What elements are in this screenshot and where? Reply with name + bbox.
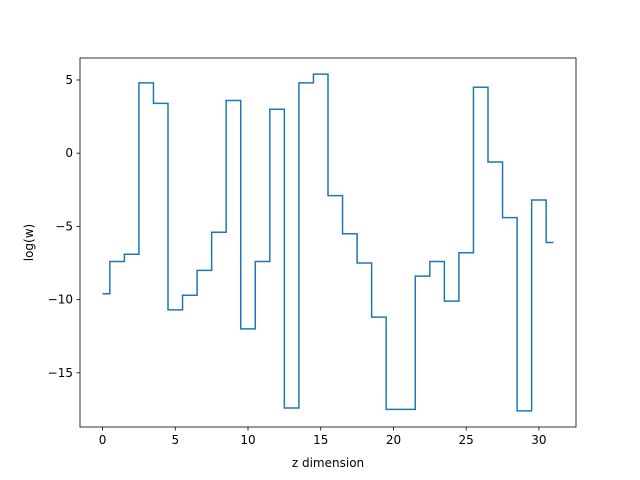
y-tick-label: 0 [65, 146, 73, 160]
x-tick-label: 0 [99, 433, 107, 447]
x-tick-label: 5 [171, 433, 179, 447]
y-tick-label: 5 [65, 73, 73, 87]
x-tick-label: 30 [531, 433, 546, 447]
series-line-0 [102, 73, 554, 412]
y-tick-label: −5 [55, 219, 73, 233]
y-axis-label: log(w) [22, 224, 36, 261]
x-tick-label: 25 [459, 433, 474, 447]
plot-layer [102, 73, 554, 412]
plot-frame [79, 57, 577, 428]
ticks-layer: 0 5 10 15 20 25 30 5 0 −5 −10 −15 [48, 73, 547, 447]
x-tick-label: 10 [240, 433, 255, 447]
x-tick-label: 15 [313, 433, 328, 447]
y-tick-label: −15 [48, 366, 73, 380]
x-axis-label: z dimension [292, 456, 364, 470]
x-tick-label: 20 [386, 433, 401, 447]
y-tick-label: −10 [48, 293, 73, 307]
